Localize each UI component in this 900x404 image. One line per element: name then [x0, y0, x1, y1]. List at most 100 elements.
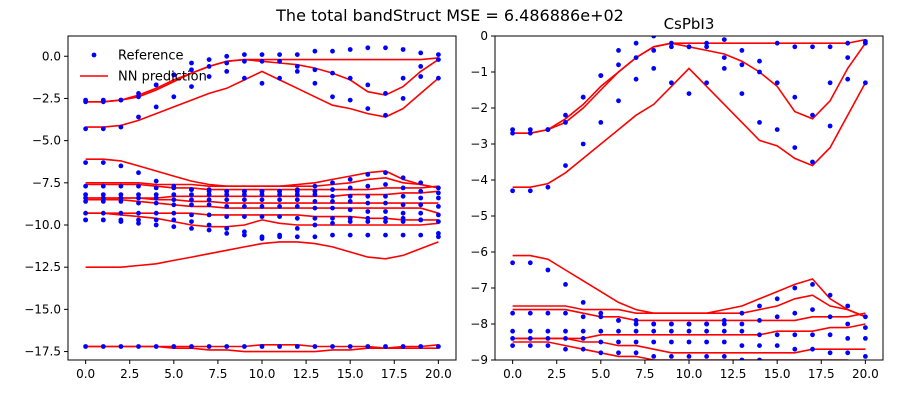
reference-points	[83, 45, 441, 349]
reference-point-b12-x7	[207, 57, 212, 62]
reference-point-b7-x13	[740, 62, 745, 67]
reference-point-b6-x0	[510, 188, 515, 193]
reference-point-b10-x12	[295, 69, 300, 74]
reference-point-b1-x4	[581, 347, 586, 352]
y-tick-label: −10.0	[24, 218, 61, 232]
reference-point-b6-x6	[189, 197, 194, 202]
reference-point-b8-x13	[740, 48, 745, 53]
reference-point-b11-x10	[260, 59, 265, 64]
reference-point-b10-x20	[436, 76, 441, 81]
reference-point-b2-x18	[828, 350, 833, 355]
reference-point-b4-x10	[260, 214, 265, 219]
reference-point-b2-x6	[189, 226, 194, 231]
reference-point-b3-x10	[687, 329, 692, 334]
reference-point-b7-x16	[792, 95, 797, 100]
reference-point-b5-x3	[563, 282, 568, 287]
reference-point-b2-x9	[669, 340, 674, 345]
reference-point-b10-x6	[189, 84, 194, 89]
y-tick-label: −6	[470, 245, 488, 259]
reference-point-b12-x15	[348, 47, 353, 52]
reference-point-b7-x3	[563, 113, 568, 118]
reference-point-b4-x0	[510, 311, 515, 316]
reference-point-b2-x16	[792, 347, 797, 352]
reference-point-b5-x19	[845, 304, 850, 309]
reference-point-b3-x4	[581, 329, 586, 334]
reference-point-b3-x11	[277, 233, 282, 238]
reference-point-b3-x13	[313, 223, 318, 228]
reference-point-b3-x2	[546, 329, 551, 334]
reference-point-b7-x14	[757, 70, 762, 75]
reference-point-b7-x16	[365, 194, 370, 199]
reference-point-b3-x3	[136, 218, 141, 223]
reference-point-b3-x0	[83, 218, 88, 223]
reference-point-b1-x15	[348, 344, 353, 349]
reference-point-b1-x12	[295, 344, 300, 349]
reference-point-b6-x7	[207, 197, 212, 202]
reference-point-b2-x0	[510, 336, 515, 341]
reference-point-b5-x19	[418, 211, 423, 216]
reference-point-b6-x18	[401, 202, 406, 207]
reference-point-b1-x0	[83, 344, 88, 349]
reference-point-b9-x0	[83, 160, 88, 165]
reference-point-b9-x3	[136, 170, 141, 175]
reference-point-b5-x1	[528, 260, 533, 265]
reference-point-b1-x8	[651, 354, 656, 359]
reference-point-b10-x11	[277, 76, 282, 81]
reference-point-b8-x17	[810, 44, 815, 49]
legend-reference-label: Reference	[118, 49, 183, 64]
reference-point-b7-x3	[136, 192, 141, 197]
y-tick-label: −5.0	[32, 134, 61, 148]
reference-point-b5-x20	[436, 213, 441, 218]
reference-point-b2-x10	[687, 340, 692, 345]
reference-point-b7-x6	[189, 192, 194, 197]
reference-point-b9-x2	[119, 164, 124, 169]
reference-point-b4-x17	[810, 307, 815, 312]
reference-point-b6-x20	[436, 204, 441, 209]
reference-point-b5-x13	[313, 206, 318, 211]
reference-point-b4-x1	[528, 311, 533, 316]
x-tick-label: 7.5	[208, 367, 227, 381]
y-tick-label: 0	[480, 29, 488, 43]
reference-point-b12-x11	[277, 52, 282, 57]
reference-point-b2-x14	[330, 233, 335, 238]
reference-point-b5-x14	[757, 304, 762, 309]
reference-point-b7-x14	[330, 194, 335, 199]
reference-point-b11-x15	[348, 76, 353, 81]
reference-point-b2-x17	[810, 347, 815, 352]
reference-point-b12-x1	[101, 98, 106, 103]
reference-point-b2-x8	[224, 231, 229, 236]
reference-point-b8-x3	[136, 184, 141, 189]
reference-point-b5-x6	[189, 202, 194, 207]
reference-point-b1-x6	[616, 350, 621, 355]
reference-point-b9-x13	[313, 184, 318, 189]
y-tick-label: −1	[470, 65, 488, 79]
reference-point-b4-x20	[863, 325, 868, 330]
reference-point-b1-x4	[154, 344, 159, 349]
reference-point-b8-x19	[418, 189, 423, 194]
reference-point-b1-x9	[242, 344, 247, 349]
legend: Reference NN prediction	[80, 49, 207, 85]
reference-point-b1-x2	[119, 344, 124, 349]
reference-point-b10-x15	[348, 98, 353, 103]
reference-point-b3-x15	[775, 332, 780, 337]
reference-point-b8-x15	[348, 186, 353, 191]
reference-point-b12-x2	[119, 98, 124, 103]
reference-point-b1-x10	[687, 354, 692, 359]
reference-point-b6-x9	[242, 197, 247, 202]
reference-point-b1-x20	[436, 344, 441, 349]
reference-point-b2-x13	[740, 343, 745, 348]
reference-point-b7-x18	[401, 194, 406, 199]
reference-point-b1-x11	[704, 354, 709, 359]
reference-point-b3-x20	[436, 234, 441, 239]
reference-point-b5-x4	[581, 300, 586, 305]
reference-point-b8-x1	[101, 184, 106, 189]
reference-point-b8-x16	[792, 44, 797, 49]
reference-point-b4-x4	[154, 211, 159, 216]
reference-point-b1-x1	[101, 344, 106, 349]
reference-point-b7-x1	[101, 192, 106, 197]
reference-point-b2-x7	[634, 340, 639, 345]
reference-point-b10-x16	[365, 106, 370, 111]
reference-point-b9-x12	[295, 187, 300, 192]
reference-point-b5-x10	[687, 322, 692, 327]
reference-point-b3-x14	[330, 221, 335, 226]
